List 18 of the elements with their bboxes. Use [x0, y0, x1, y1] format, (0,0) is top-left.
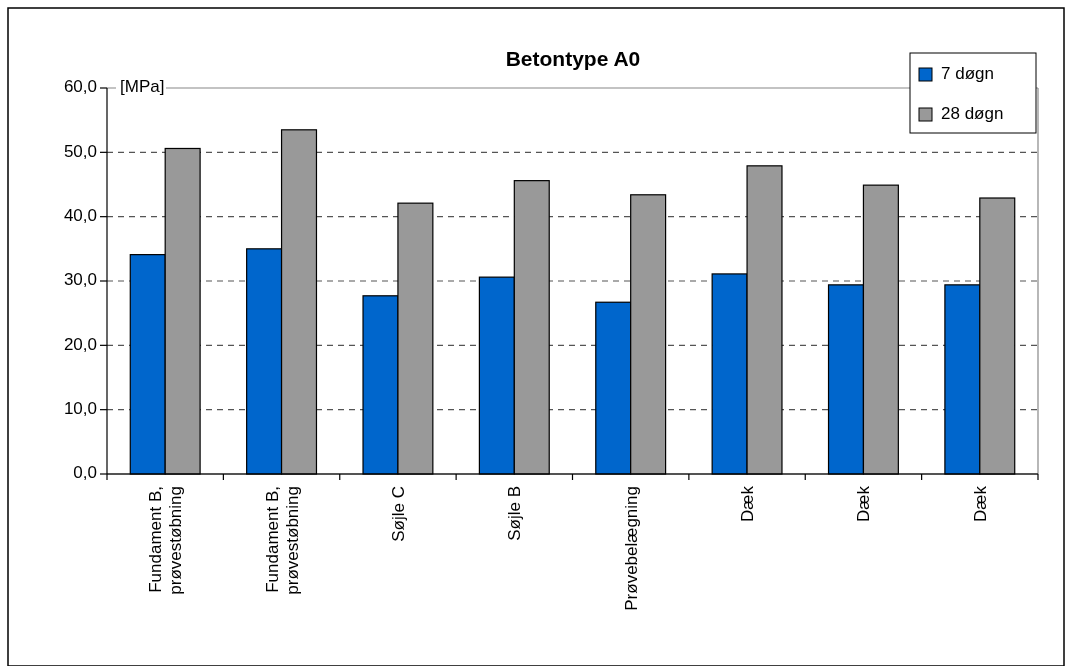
x-tick-label: Dæk [738, 485, 758, 522]
legend-label: 7 døgn [941, 64, 994, 84]
y-tick-label: 40,0 [63, 206, 97, 226]
x-tick-label: Søjle C [388, 486, 408, 542]
y-tick-label: 60,0 [63, 77, 97, 97]
y-tick-label: 20,0 [63, 334, 97, 354]
x-tick-label: Dæk [970, 485, 990, 522]
x-tick-label: Søjle B [505, 486, 525, 541]
y-tick-label: 50,0 [63, 141, 97, 161]
legend-label: 28 døgn [941, 104, 1004, 124]
x-tick-label: Prøvebelægning [621, 486, 641, 611]
y-tick-label: 10,0 [63, 399, 97, 419]
y-axis-title: [MPa] [120, 77, 165, 97]
y-tick-label: 0,0 [73, 463, 97, 483]
chart-title: Betontype A0 [505, 47, 641, 70]
x-tick-label: Dæk [854, 485, 874, 522]
x-tick-label: Fundament B, prøvestøbning [146, 486, 186, 595]
y-tick-label: 30,0 [63, 270, 97, 290]
